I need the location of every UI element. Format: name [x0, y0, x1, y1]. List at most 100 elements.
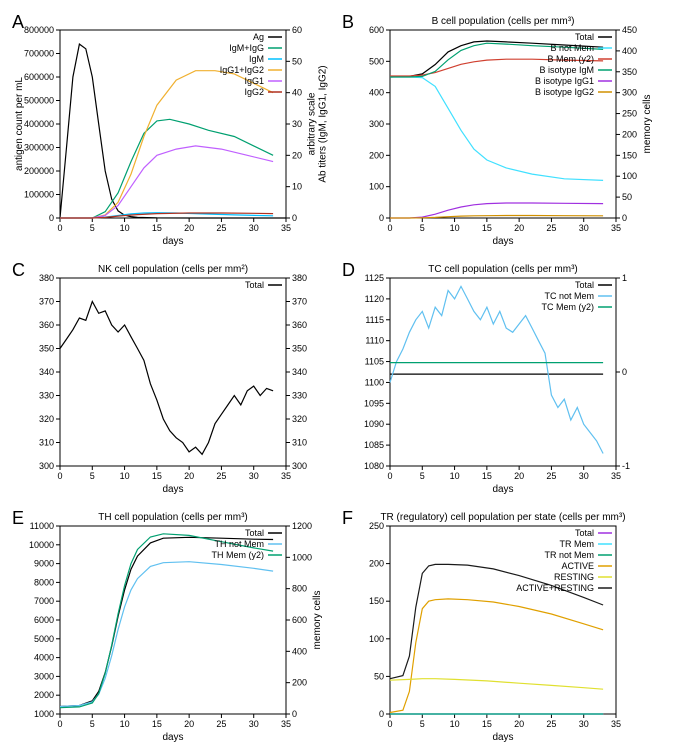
- svg-text:7000: 7000: [34, 596, 54, 606]
- svg-text:TH not Mem: TH not Mem: [214, 539, 264, 549]
- svg-text:3000: 3000: [34, 671, 54, 681]
- svg-text:250: 250: [369, 521, 384, 531]
- svg-text:500: 500: [369, 56, 384, 66]
- svg-text:0: 0: [622, 213, 627, 223]
- svg-text:200000: 200000: [24, 166, 54, 176]
- panel-F: F TR (regulatory) cell population per sta…: [340, 506, 666, 746]
- svg-text:100: 100: [369, 634, 384, 644]
- svg-text:30: 30: [579, 223, 589, 233]
- svg-text:6000: 6000: [34, 615, 54, 625]
- panel-D: DTC cell population (cells per mm³)05101…: [340, 258, 666, 498]
- svg-text:5: 5: [90, 471, 95, 481]
- svg-text:memory cells: memory cells: [312, 591, 323, 650]
- svg-text:300000: 300000: [24, 143, 54, 153]
- svg-text:200: 200: [369, 559, 384, 569]
- svg-text:Total: Total: [575, 528, 594, 538]
- svg-text:TR not Mem: TR not Mem: [544, 550, 594, 560]
- svg-text:350: 350: [622, 67, 637, 77]
- svg-text:Total: Total: [575, 32, 594, 42]
- svg-text:350: 350: [39, 344, 54, 354]
- svg-text:TR Mem: TR Mem: [560, 539, 595, 549]
- svg-text:0: 0: [49, 213, 54, 223]
- svg-text:NK cell population (cells per: NK cell population (cells per mm²): [98, 264, 248, 275]
- svg-text:380: 380: [292, 273, 307, 283]
- svg-text:400: 400: [292, 646, 307, 656]
- svg-text:500000: 500000: [24, 96, 54, 106]
- panel-letter: D: [342, 260, 355, 281]
- svg-text:10: 10: [120, 223, 130, 233]
- svg-text:300: 300: [39, 461, 54, 471]
- svg-text:10: 10: [450, 471, 460, 481]
- svg-text:0: 0: [57, 471, 62, 481]
- svg-text:400: 400: [622, 46, 637, 56]
- svg-text:1100: 1100: [365, 377, 384, 387]
- svg-text:35: 35: [611, 471, 621, 481]
- svg-text:2000: 2000: [34, 690, 54, 700]
- chart-B: B cell population (cells per mm³)0510152…: [340, 10, 660, 250]
- svg-text:20: 20: [514, 719, 524, 729]
- panel-A: A05101520253035days010000020000030000040…: [10, 10, 336, 250]
- svg-text:10: 10: [292, 182, 302, 192]
- svg-text:days: days: [492, 484, 513, 495]
- svg-text:0: 0: [57, 719, 62, 729]
- svg-text:20: 20: [184, 223, 194, 233]
- svg-text:IgG2: IgG2: [244, 87, 264, 97]
- svg-text:50: 50: [292, 56, 302, 66]
- svg-text:Total: Total: [245, 280, 264, 290]
- chart-F: TR (regulatory) cell population per stat…: [340, 506, 660, 746]
- svg-text:100: 100: [622, 171, 637, 181]
- svg-text:700000: 700000: [24, 49, 54, 59]
- svg-text:370: 370: [39, 297, 54, 307]
- panel-letter: B: [342, 12, 354, 33]
- svg-text:300: 300: [292, 461, 307, 471]
- svg-text:15: 15: [482, 471, 492, 481]
- svg-text:310: 310: [39, 438, 54, 448]
- svg-text:25: 25: [216, 719, 226, 729]
- chart-E: TH cell population (cells per mm³)051015…: [10, 506, 330, 746]
- svg-text:ACTIVE: ACTIVE: [561, 561, 594, 571]
- svg-text:B Mem (y2): B Mem (y2): [547, 54, 594, 64]
- panel-letter: A: [12, 12, 24, 33]
- svg-text:memory cells: memory cells: [642, 95, 653, 154]
- svg-text:TC not Mem: TC not Mem: [544, 291, 594, 301]
- svg-text:15: 15: [152, 223, 162, 233]
- svg-text:5: 5: [90, 223, 95, 233]
- svg-text:4000: 4000: [34, 653, 54, 663]
- svg-text:0: 0: [387, 471, 392, 481]
- svg-text:10: 10: [450, 719, 460, 729]
- svg-text:ACTIVE+RESTING: ACTIVE+RESTING: [516, 583, 594, 593]
- svg-text:600: 600: [369, 25, 384, 35]
- svg-text:600: 600: [292, 615, 307, 625]
- svg-text:0: 0: [387, 719, 392, 729]
- svg-text:1085: 1085: [364, 440, 384, 450]
- svg-text:TC Mem (y2): TC Mem (y2): [542, 302, 595, 312]
- svg-text:arbitrary scale: arbitrary scale: [307, 92, 318, 155]
- svg-text:1095: 1095: [364, 398, 384, 408]
- svg-text:1000: 1000: [292, 552, 312, 562]
- panel-B: BB cell population (cells per mm³)051015…: [340, 10, 666, 250]
- svg-text:TR (regulatory) cell populatio: TR (regulatory) cell population per stat…: [380, 512, 625, 523]
- svg-text:10: 10: [120, 719, 130, 729]
- svg-text:360: 360: [39, 320, 54, 330]
- svg-text:360: 360: [292, 320, 307, 330]
- svg-text:25: 25: [216, 223, 226, 233]
- svg-text:1115: 1115: [365, 315, 384, 325]
- svg-text:330: 330: [39, 391, 54, 401]
- svg-text:30: 30: [249, 719, 259, 729]
- svg-text:15: 15: [152, 471, 162, 481]
- svg-text:300: 300: [622, 88, 637, 98]
- svg-text:B isotype IgG1: B isotype IgG1: [535, 76, 594, 86]
- svg-text:25: 25: [216, 471, 226, 481]
- svg-text:days: days: [162, 732, 183, 743]
- svg-text:days: days: [162, 484, 183, 495]
- panel-letter: F: [342, 508, 353, 529]
- svg-text:1000: 1000: [34, 709, 54, 719]
- svg-text:Total: Total: [575, 280, 594, 290]
- svg-text:IgG1+IgG2: IgG1+IgG2: [220, 65, 264, 75]
- svg-text:60: 60: [292, 25, 302, 35]
- svg-text:100: 100: [369, 182, 384, 192]
- chart-C: NK cell population (cells per mm²)051015…: [10, 258, 330, 498]
- figure-grid: A05101520253035days010000020000030000040…: [10, 10, 666, 746]
- svg-text:30: 30: [292, 119, 302, 129]
- svg-text:35: 35: [611, 719, 621, 729]
